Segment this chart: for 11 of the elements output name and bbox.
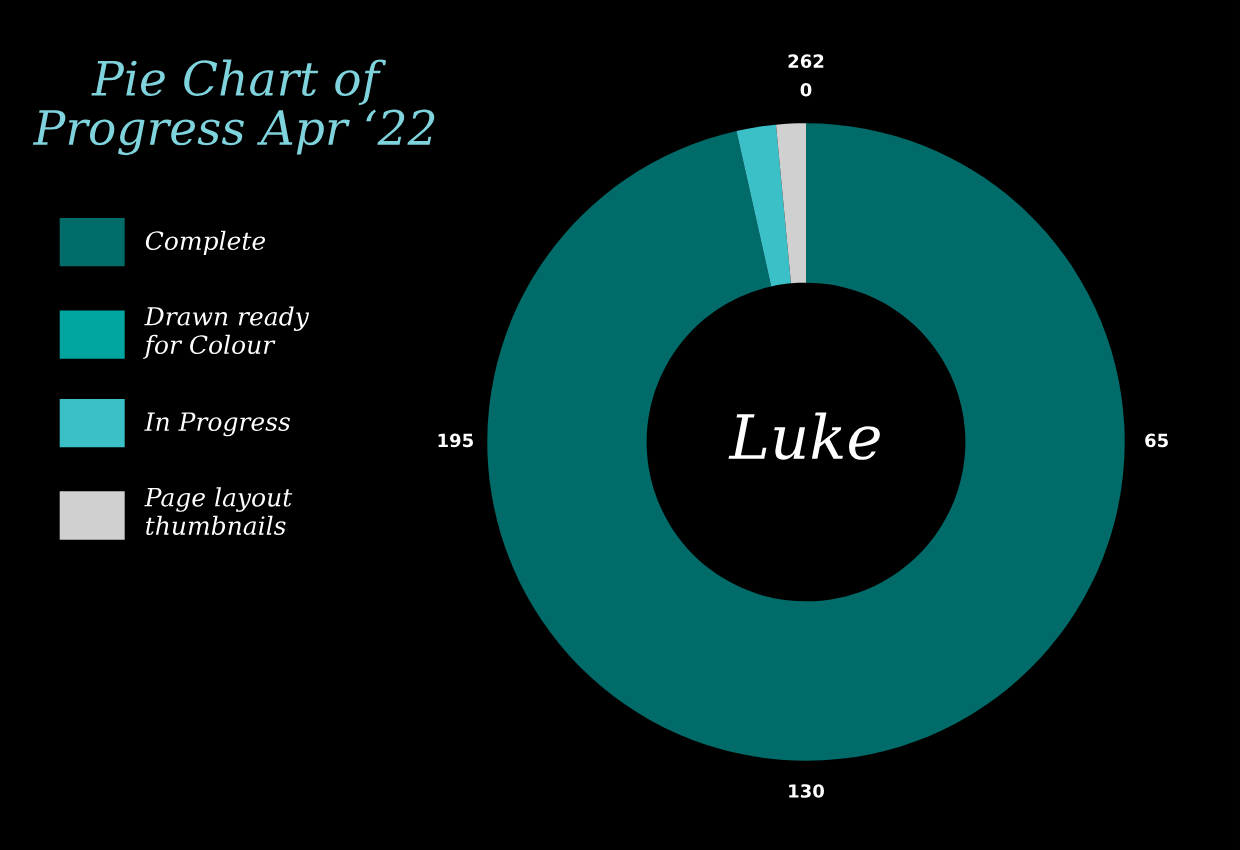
text: 130 (789, 784, 824, 798)
legend-label: Drawn ready for Colour (143, 306, 310, 359)
legend-label: Page layout thumbnails (144, 487, 293, 535)
legend-label: Complete (145, 230, 266, 255)
legend-label: In Progress (144, 412, 290, 437)
text: 0 (800, 82, 812, 97)
chart-title: Pie Chart of Progress Apr ‘22 (32, 59, 435, 156)
text: 65 (1145, 433, 1168, 448)
text: 262 (788, 54, 824, 68)
text: 195 (438, 433, 473, 448)
text: Luke (728, 412, 880, 460)
